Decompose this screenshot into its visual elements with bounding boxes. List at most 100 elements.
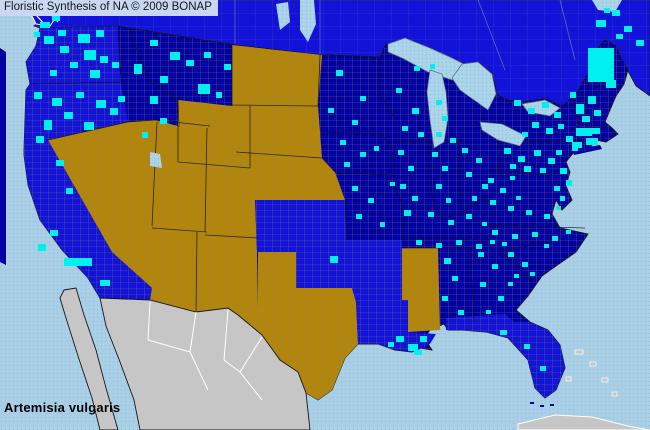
county-record <box>36 136 44 143</box>
county-record <box>594 110 601 116</box>
county-record <box>448 220 454 225</box>
county-record <box>476 244 482 249</box>
county-record <box>96 100 106 108</box>
lake-manitoba <box>276 2 290 30</box>
county-record <box>416 240 422 245</box>
county-record <box>554 112 561 118</box>
mexico-state-borders <box>147 301 263 401</box>
county-record <box>418 132 424 137</box>
county-record <box>512 234 518 239</box>
county-record <box>112 62 119 68</box>
mexico-mainland <box>99 297 311 430</box>
county-record <box>612 10 620 16</box>
county-record <box>524 166 531 172</box>
county-record <box>524 344 530 349</box>
county-record <box>34 32 40 37</box>
county-record <box>458 310 464 315</box>
county-record-layer <box>34 8 644 371</box>
county-record <box>532 122 539 128</box>
county-record <box>216 92 222 98</box>
county-record <box>596 20 606 27</box>
county-record <box>64 112 73 119</box>
county-record <box>368 198 374 203</box>
county-record <box>450 138 456 143</box>
county-record <box>592 128 600 134</box>
county-record <box>40 22 50 28</box>
county-record <box>462 148 468 153</box>
cuba <box>517 414 650 430</box>
county-record <box>482 184 488 189</box>
county-record <box>492 230 498 235</box>
county-record <box>340 140 346 145</box>
county-record <box>78 34 90 43</box>
county-record <box>442 116 448 121</box>
county-record <box>70 62 78 68</box>
county-record <box>150 96 158 104</box>
county-record <box>52 16 60 21</box>
bahamas <box>565 349 618 397</box>
county-record <box>398 150 404 155</box>
county-record <box>432 152 438 157</box>
county-record <box>498 296 504 301</box>
county-record <box>466 214 472 219</box>
county-record <box>388 342 394 347</box>
county-record <box>490 240 495 244</box>
county-record <box>402 126 408 131</box>
county-record <box>52 98 62 106</box>
county-record <box>414 66 420 71</box>
county-record <box>444 258 451 264</box>
county-record <box>408 344 418 351</box>
lake-winnipeg <box>300 0 316 42</box>
county-record <box>472 196 477 201</box>
county-record <box>60 46 69 53</box>
county-record <box>412 196 418 201</box>
county-record <box>572 142 582 148</box>
county-record <box>554 186 560 191</box>
county-record <box>586 138 598 145</box>
county-record <box>606 80 616 88</box>
county-record <box>412 108 419 114</box>
county-record <box>436 243 442 248</box>
county-record <box>374 146 379 151</box>
county-record <box>84 122 94 130</box>
county-record <box>482 222 487 226</box>
county-record <box>518 156 525 162</box>
county-record <box>134 64 142 74</box>
lake-erie <box>479 121 527 147</box>
county-record <box>624 26 632 32</box>
county-record <box>636 40 644 46</box>
county-record <box>390 182 395 186</box>
county-record <box>548 158 555 164</box>
county-record <box>404 210 411 216</box>
county-record <box>344 162 350 167</box>
county-record <box>118 96 125 102</box>
county-record <box>476 158 482 163</box>
great-salt-lake <box>150 152 162 168</box>
county-record <box>488 178 494 183</box>
county-record <box>480 282 486 287</box>
gulf-st-lawrence <box>592 0 622 12</box>
county-record <box>198 84 210 94</box>
county-record <box>530 272 535 276</box>
county-record <box>566 180 572 186</box>
map-title: Floristic Synthesis of NA © 2009 BONAP <box>0 0 218 16</box>
county-record <box>576 104 584 114</box>
county-record <box>560 168 567 174</box>
county-record <box>558 124 564 129</box>
county-record <box>328 108 334 113</box>
county-record <box>170 52 180 60</box>
great-lakes <box>387 37 561 149</box>
county-record <box>490 200 496 205</box>
county-record <box>588 48 614 82</box>
county-record <box>76 92 84 98</box>
county-record <box>436 184 442 189</box>
county-record <box>528 108 535 114</box>
county-record <box>34 92 42 99</box>
county-record <box>500 188 506 193</box>
county-record <box>442 166 448 171</box>
canada-province-borders <box>234 0 576 71</box>
county-record <box>556 150 562 155</box>
county-record <box>58 30 66 36</box>
county-record <box>560 196 565 201</box>
